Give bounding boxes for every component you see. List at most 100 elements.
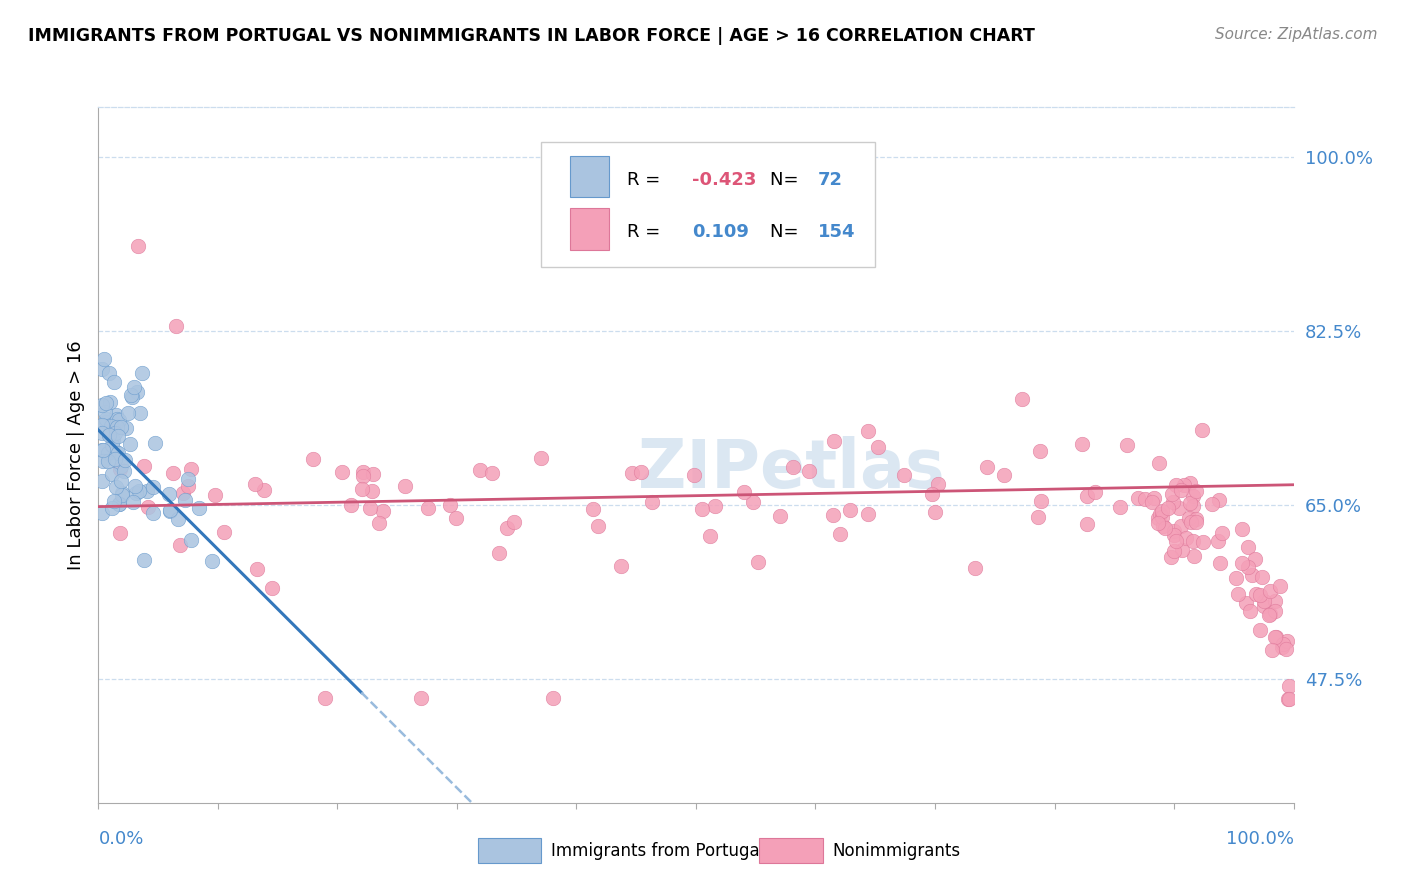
- Point: [541, 691, 564, 706]
- Point: [121, 390, 143, 404]
- Point: [1181, 499, 1204, 513]
- Point: [893, 467, 915, 482]
- Point: [1237, 560, 1260, 574]
- Point: [1277, 692, 1299, 706]
- Point: [1208, 492, 1230, 507]
- Text: 154: 154: [818, 223, 855, 241]
- Point: [121, 495, 143, 509]
- Point: [993, 467, 1015, 482]
- Point: [488, 545, 510, 559]
- Point: [1153, 521, 1175, 535]
- Point: [610, 559, 633, 574]
- Point: [699, 529, 721, 543]
- Text: Nonimmigrants: Nonimmigrants: [832, 842, 960, 860]
- Point: [110, 420, 132, 434]
- Point: [1206, 534, 1229, 549]
- Point: [823, 508, 845, 523]
- Point: [112, 464, 135, 478]
- Point: [530, 450, 553, 465]
- Point: [114, 453, 136, 467]
- Point: [1150, 504, 1173, 518]
- Point: [104, 426, 127, 441]
- Point: [1227, 587, 1250, 601]
- Point: [1152, 518, 1174, 533]
- Point: [128, 407, 150, 421]
- Point: [1142, 495, 1164, 509]
- Point: [621, 466, 644, 480]
- Point: [1126, 491, 1149, 506]
- Point: [1225, 571, 1247, 585]
- Point: [1265, 630, 1288, 644]
- Point: [692, 501, 714, 516]
- FancyBboxPatch shape: [540, 142, 875, 267]
- Point: [481, 466, 503, 480]
- Text: 0.0%: 0.0%: [98, 830, 143, 847]
- Point: [1160, 550, 1182, 565]
- Point: [1257, 607, 1279, 622]
- Point: [1166, 477, 1188, 491]
- Point: [1181, 534, 1204, 549]
- Point: [1150, 510, 1173, 524]
- Point: [1149, 507, 1171, 521]
- Text: N=: N=: [770, 223, 804, 241]
- Point: [142, 506, 165, 520]
- Point: [1115, 438, 1137, 452]
- Point: [91, 454, 114, 468]
- Point: [1244, 552, 1267, 566]
- Point: [91, 474, 114, 488]
- Point: [120, 387, 142, 401]
- Point: [1275, 642, 1298, 657]
- Point: [94, 416, 117, 430]
- Point: [1201, 497, 1223, 511]
- Text: N=: N=: [770, 171, 804, 189]
- Point: [1268, 579, 1291, 593]
- Point: [1253, 594, 1275, 608]
- Point: [330, 465, 353, 479]
- Point: [103, 494, 125, 508]
- Point: [100, 419, 122, 434]
- Point: [1163, 544, 1185, 558]
- Point: [253, 483, 276, 498]
- Point: [1170, 519, 1192, 533]
- Point: [350, 482, 373, 496]
- Point: [1182, 549, 1205, 563]
- Point: [165, 318, 187, 333]
- Point: [924, 505, 946, 519]
- Point: [1185, 512, 1208, 526]
- Point: [747, 556, 769, 570]
- Point: [101, 433, 124, 447]
- Point: [117, 406, 139, 420]
- Point: [91, 362, 114, 376]
- Point: [733, 485, 755, 500]
- Point: [1170, 483, 1192, 497]
- Point: [1191, 534, 1213, 549]
- Point: [1084, 485, 1107, 500]
- Point: [371, 504, 394, 518]
- Point: [1166, 533, 1188, 548]
- Point: [110, 474, 132, 488]
- Point: [1237, 541, 1260, 555]
- Point: [101, 467, 124, 481]
- Point: [142, 480, 165, 494]
- Point: [1026, 510, 1049, 524]
- Point: [502, 515, 524, 529]
- Point: [105, 408, 128, 422]
- Point: [103, 375, 125, 389]
- Point: [1147, 456, 1170, 470]
- Point: [157, 486, 180, 500]
- Point: [134, 459, 156, 474]
- Point: [1239, 604, 1261, 618]
- Point: [97, 446, 120, 460]
- Point: [1191, 423, 1213, 437]
- Point: [108, 497, 131, 511]
- Point: [1277, 633, 1299, 648]
- Point: [245, 477, 267, 491]
- Point: [1161, 494, 1184, 508]
- Point: [159, 503, 181, 517]
- Text: ZIPetlas: ZIPetlas: [638, 436, 945, 502]
- Point: [1076, 516, 1098, 531]
- Point: [586, 518, 609, 533]
- Point: [782, 460, 804, 475]
- Point: [416, 500, 439, 515]
- Point: [201, 554, 224, 568]
